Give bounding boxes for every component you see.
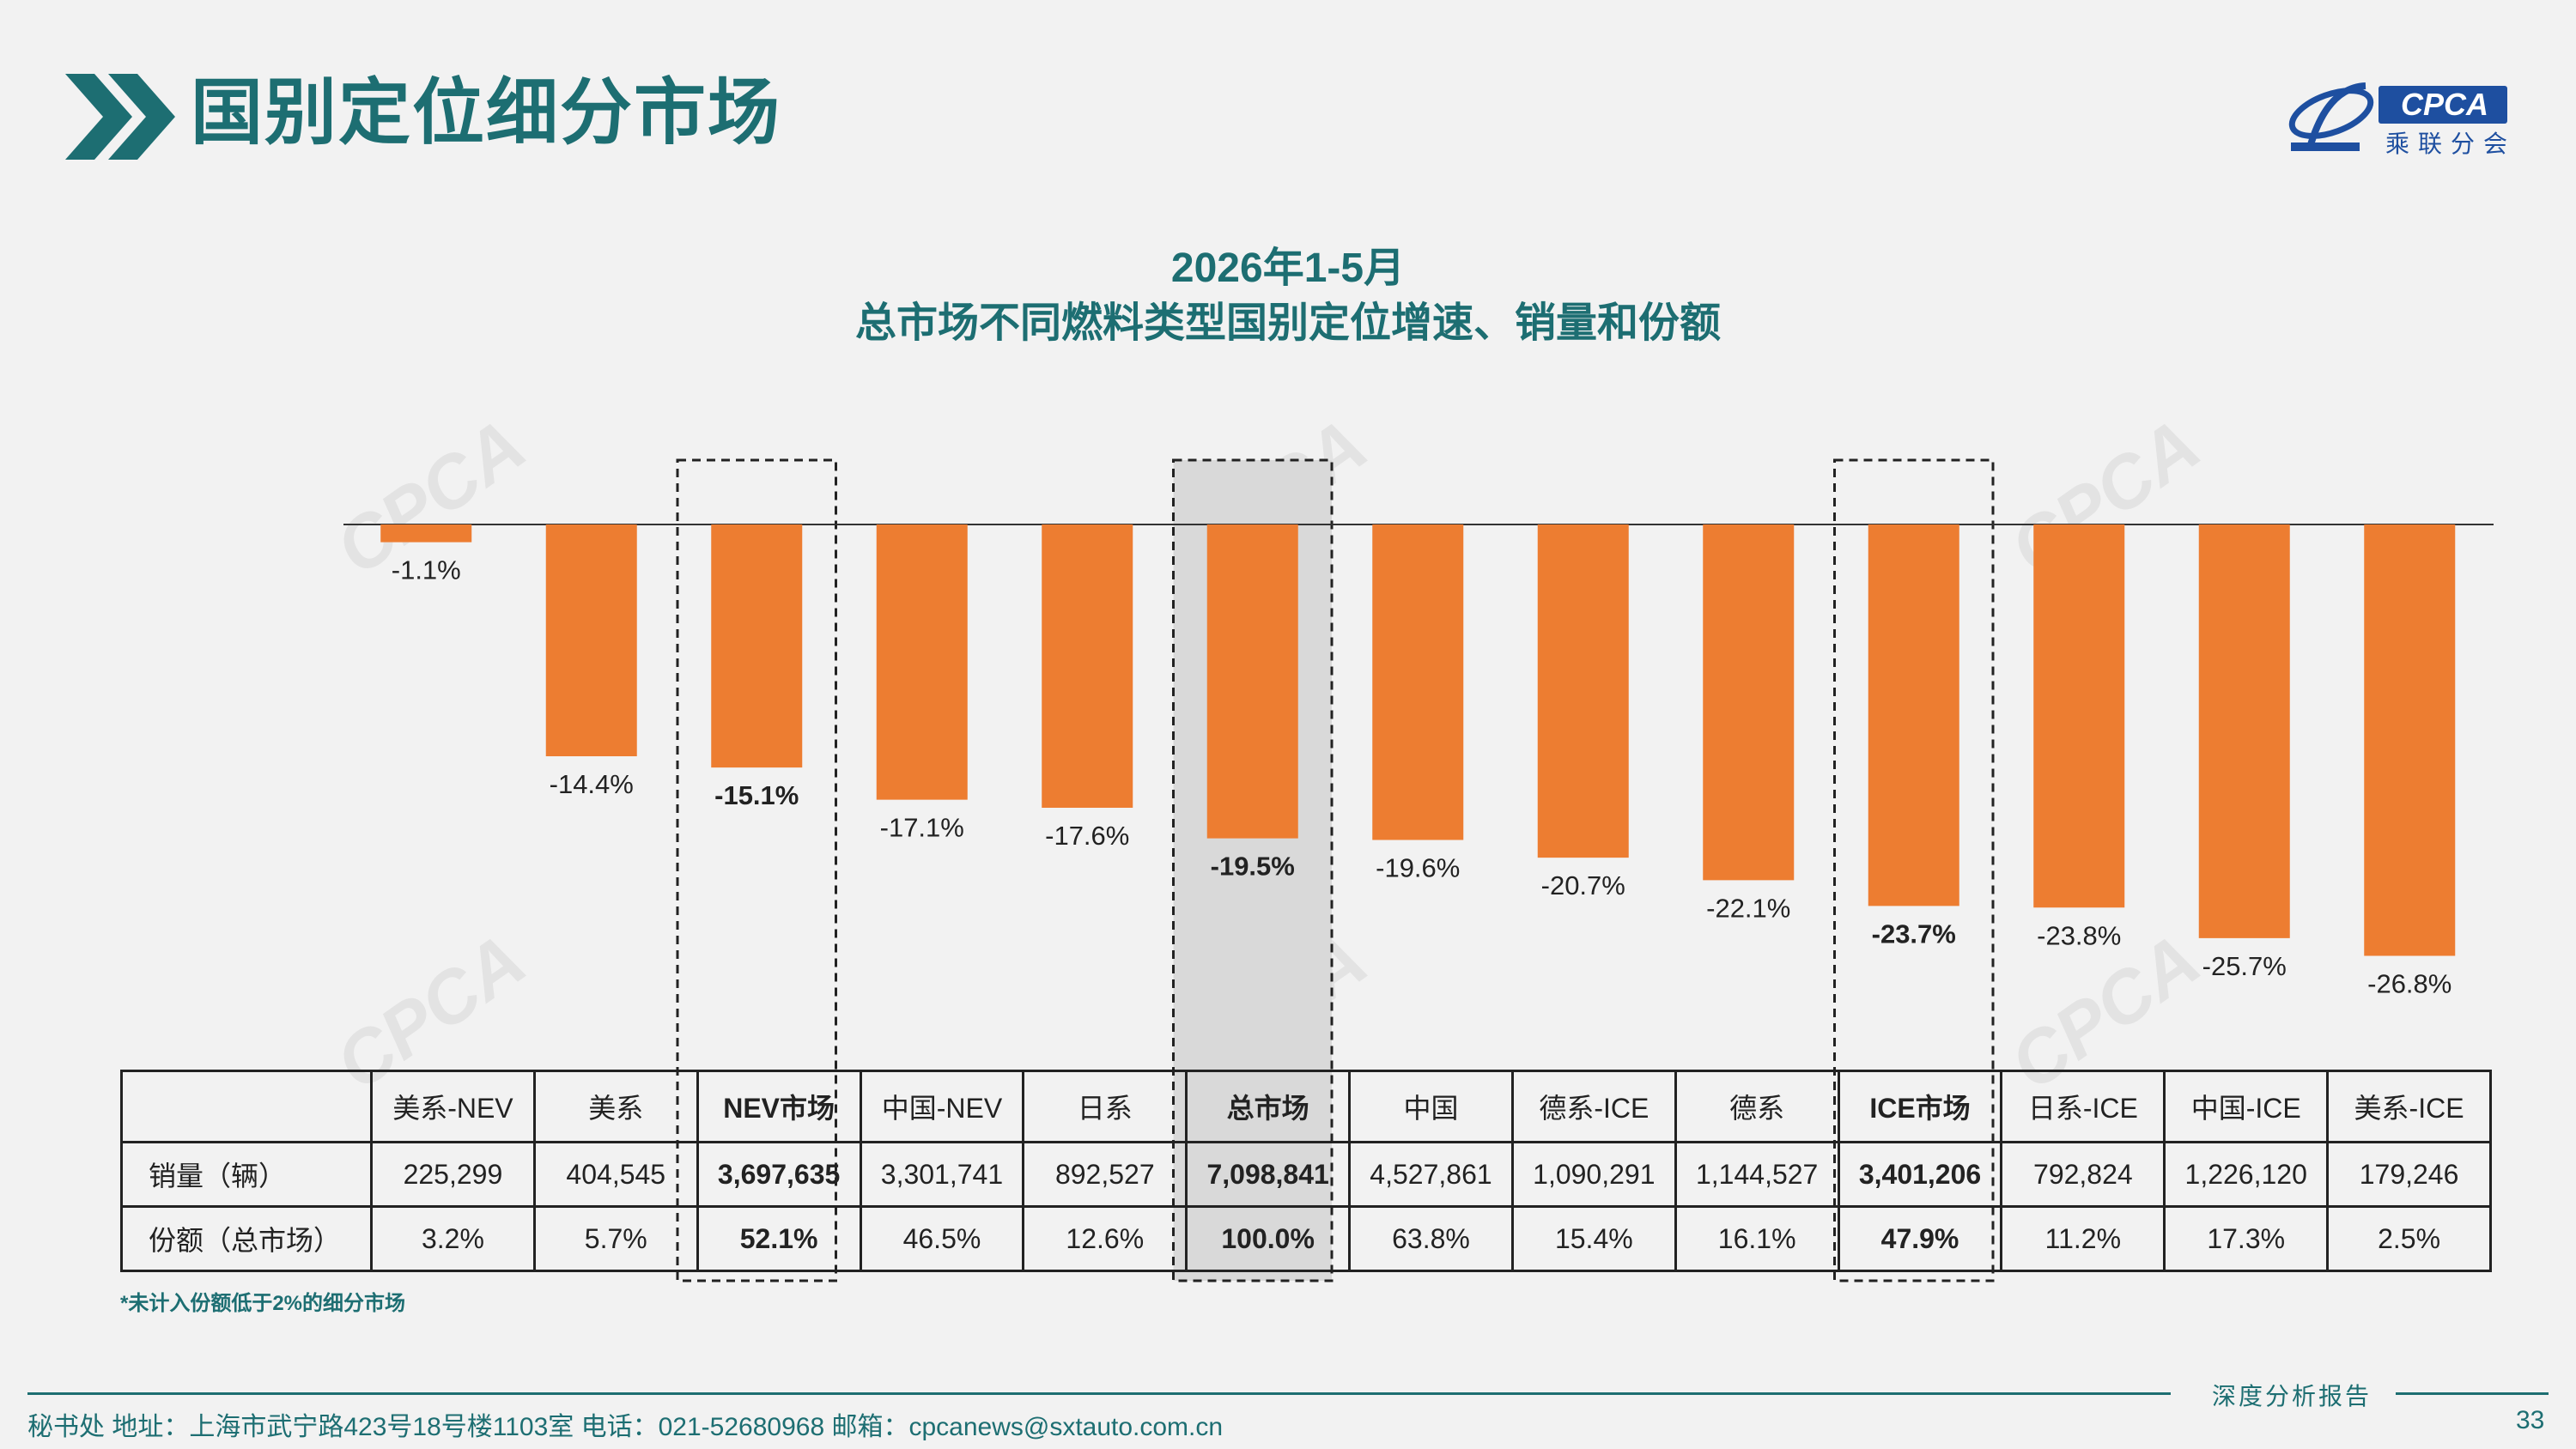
category-header: 美系-ICE — [2326, 1070, 2492, 1143]
highlight-box — [1833, 458, 1995, 1282]
table-cell: 52.1% — [696, 1205, 862, 1272]
category-header: 日系 — [1022, 1070, 1188, 1143]
table-header-row: 美系-NEV 美系 NEV市场 中国-NEV 日系 总市场 中国 德系-ICE 德系 ICE市场日… — [120, 1070, 2492, 1143]
table-row: 份额（总市场） 3.2% 5.7% 52.1% 46.5% 12.6% 100.0% 63.8… — [120, 1205, 2492, 1272]
table-cell: 16.1% — [1674, 1205, 1840, 1272]
bar — [1703, 524, 1795, 881]
table-cell: 11.2% — [2000, 1205, 2166, 1272]
table-cell: 2.5% — [2326, 1205, 2492, 1272]
bar — [1537, 524, 1629, 858]
table-row: 销量（辆） 225,299 404,545 3,697,635 3,301,741 892… — [120, 1141, 2492, 1208]
chart-subtitle: 总市场不同燃料类型国别定位增速、销量和份额 — [854, 300, 1721, 346]
table-cell: 5.7% — [532, 1205, 699, 1272]
table-cell: 63.8% — [1348, 1205, 1514, 1272]
data-label: -20.7% — [1541, 870, 1625, 900]
table-cell: 1,090,291 — [1510, 1141, 1677, 1208]
bar — [2198, 524, 2290, 938]
bar — [1868, 524, 1959, 906]
category-header: 中国-ICE — [2163, 1070, 2330, 1143]
page-title: 国别定位细分市场 — [191, 72, 782, 153]
bar — [876, 524, 968, 800]
table-cell: 4,527,861 — [1348, 1141, 1514, 1208]
cpca-logo: CPCA 乘联分会 — [2284, 79, 2524, 157]
bar — [711, 524, 803, 768]
data-label: -22.1% — [1706, 893, 1790, 923]
data-label: -25.7% — [2202, 951, 2287, 981]
data-label: -17.6% — [1045, 821, 1129, 851]
category-header: NEV市场 — [696, 1070, 862, 1143]
table-cell: 792,824 — [2000, 1141, 2166, 1208]
data-label: -19.5% — [1211, 852, 1295, 882]
data-label: -14.4% — [550, 769, 634, 799]
data-label: -15.1% — [714, 780, 799, 810]
data-label: -23.7% — [1872, 919, 1956, 949]
bar — [2364, 524, 2456, 956]
footer-contact: 秘书处 地址：上海市武宁路423号18号楼1103室 电话：021-526809… — [27, 1413, 1224, 1441]
logo-subtitle: 乘联分会 — [2385, 130, 2517, 157]
category-header: 中国-NEV — [859, 1070, 1025, 1143]
category-header: 德系 — [1674, 1070, 1840, 1143]
table-cell: 15.4% — [1510, 1205, 1677, 1272]
table-cell: 46.5% — [859, 1205, 1025, 1272]
data-label: -17.1% — [880, 813, 964, 843]
data-table: 美系-NEV 美系 NEV市场 中国-NEV 日系 总市场 中国 德系-ICE 德系 ICE市场日… — [120, 1070, 2492, 1272]
category-header: 中国 — [1348, 1070, 1514, 1143]
table-cell: 892,527 — [1022, 1141, 1188, 1208]
table-cell: 17.3% — [2163, 1205, 2330, 1272]
category-header: 美系 — [532, 1070, 699, 1143]
bar — [1206, 524, 1298, 839]
logo-swirl-icon — [2288, 82, 2374, 151]
bar — [545, 524, 637, 756]
footer-tag: 深度分析报告 — [2212, 1382, 2372, 1410]
table-cell: 3.2% — [370, 1205, 536, 1272]
page-number: 33 — [2516, 1406, 2545, 1434]
footer-divider — [27, 1392, 2171, 1395]
category-header: 总市场 — [1185, 1070, 1352, 1143]
chevron-right-icon — [65, 74, 175, 160]
row-label: 份额（总市场） — [120, 1205, 373, 1272]
table-cell: 404,545 — [532, 1141, 699, 1208]
logo-text: CPCA — [2400, 87, 2488, 122]
bar — [1042, 524, 1133, 808]
logo-box — [2379, 86, 2507, 124]
highlight-box — [676, 458, 837, 1282]
table-cell: 225,299 — [370, 1141, 536, 1208]
data-label: -1.1% — [392, 555, 461, 585]
data-label: -19.6% — [1376, 853, 1460, 883]
table-cell: 3,697,635 — [696, 1141, 862, 1208]
table-corner-cell — [120, 1070, 373, 1143]
table-cell: 3,401,206 — [1837, 1141, 2003, 1208]
category-header: 德系-ICE — [1510, 1070, 1677, 1143]
bar — [1372, 524, 1464, 840]
category-header: 日系-ICE — [2000, 1070, 2166, 1143]
table-cell: 47.9% — [1837, 1205, 2003, 1272]
chart-title: 2026年1-5月 — [1170, 246, 1406, 291]
highlight-box — [1172, 458, 1334, 1282]
table-cell: 1,144,527 — [1674, 1141, 1840, 1208]
category-header: 美系-NEV — [370, 1070, 536, 1143]
table-cell: 3,301,741 — [859, 1141, 1025, 1208]
table-cell: 12.6% — [1022, 1205, 1188, 1272]
table-cell: 100.0% — [1185, 1205, 1352, 1272]
data-label: -23.8% — [2037, 920, 2121, 950]
data-label: -26.8% — [2367, 969, 2451, 999]
table-cell: 179,246 — [2326, 1141, 2492, 1208]
category-header: ICE市场 — [1837, 1070, 2003, 1143]
footer-divider — [2396, 1392, 2549, 1395]
table-cell: 1,226,120 — [2163, 1141, 2330, 1208]
bar — [2033, 524, 2125, 908]
table-cell: 7,098,841 — [1185, 1141, 1352, 1208]
bar — [380, 524, 472, 543]
row-label: 销量（辆） — [120, 1141, 373, 1208]
footnote: *未计入份额低于2%的细分市场 — [120, 1292, 406, 1315]
